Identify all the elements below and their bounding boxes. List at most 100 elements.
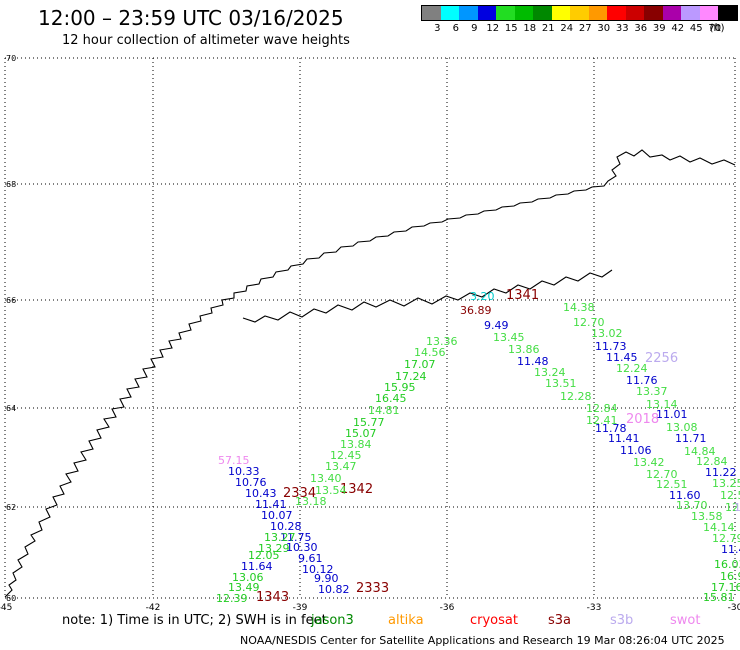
color-scale-label: 24: [560, 23, 574, 34]
color-scale-swatch: [718, 6, 737, 20]
lat-lon-grid: [4, 57, 736, 599]
wave-height-value: 12.5: [720, 489, 740, 502]
wave-height-value: 1343: [256, 590, 289, 605]
wave-height-value: 11.78: [595, 422, 627, 435]
satellite-legend-s3a: s3a: [548, 613, 572, 628]
wave-height-value: 11.41: [255, 498, 287, 511]
wave-height-value: 2334: [283, 486, 316, 501]
lat-tick-label: 64: [6, 404, 16, 413]
wave-height-value: 11.45: [606, 351, 638, 364]
wave-height-value: 17.24: [395, 370, 427, 383]
color-scale-label: 18: [523, 23, 537, 34]
wave-height-value: 10.28: [270, 520, 302, 533]
wave-height-value: 12.70: [646, 468, 678, 481]
color-scale-legend: 3 6 9 12 15 18 21 24 27 30 33 36 39 42 45 70 (ft): [421, 5, 738, 35]
wave-height-value: 12.05: [248, 549, 280, 562]
color-scale-swatch: [533, 6, 552, 20]
footer-credit: NOAA/NESDIS Center for Satellite Applica…: [240, 634, 725, 647]
wave-height-value: 13.86: [508, 343, 540, 356]
satellite-legend-altika: altika: [388, 613, 424, 628]
wave-height-value: 15.77: [353, 416, 385, 429]
wave-height-value: 12.84: [696, 455, 728, 468]
wave-height-value: 12.70: [573, 316, 605, 329]
wave-height-value: 14.38: [563, 301, 595, 314]
lat-tick-label: 70: [6, 54, 16, 63]
color-scale-swatch: [477, 6, 496, 20]
color-scale-label: 45: [689, 23, 703, 34]
wave-height-value: 11.60: [669, 489, 701, 502]
wave-height-value: 13.27: [264, 531, 296, 544]
wave-height-value: 11.06: [620, 444, 652, 457]
color-scale-swatch: [662, 6, 681, 20]
wave-height-value: 16.45: [375, 392, 407, 405]
color-scale-swatch: [422, 6, 441, 20]
wave-height-value: 1: [734, 501, 740, 514]
wave-height-value: 2333: [356, 581, 389, 596]
axis-tick-labels: 70 68 66 64 62 60-45 -42 -39 -36 -33 -30: [0, 54, 740, 613]
color-scale-swatch: [514, 6, 533, 20]
wave-height-value: 57.15: [218, 454, 250, 467]
color-scale-boxes: [421, 5, 738, 21]
greenland-fjord-coast: [242, 269, 613, 323]
color-scale-swatch: [551, 6, 570, 20]
wave-height-value: 11.48: [517, 355, 549, 368]
wave-height-value: 9.49: [484, 319, 509, 332]
wave-height-value: 10.12: [302, 563, 334, 576]
wave-height-value: 11.01: [656, 408, 688, 421]
observation-labels: 57.1510.3310.7610.4311.4110.0710.2811.75…: [216, 288, 740, 605]
wave-height-value: 16.03: [714, 558, 740, 571]
wave-height-value: 13.49: [228, 581, 260, 594]
wave-height-value: 11.64: [241, 560, 273, 573]
wave-height-value: 12: [725, 501, 739, 514]
wave-height-value: 14.56: [414, 346, 446, 359]
color-scale-labels: 3 6 9 12 15 18 21 24 27 30 33 36 39 42 45 70 (ft): [421, 21, 738, 35]
wave-height-value: 12.39: [216, 592, 248, 605]
satellite-legend-cryosat: cryosat: [470, 613, 518, 628]
lon-tick-label: -33: [587, 603, 602, 613]
wave-height-value: 11.71: [675, 432, 707, 445]
wave-height-value: 13.54: [315, 484, 347, 497]
color-scale-swatch: [496, 6, 515, 20]
color-scale-swatch: [625, 6, 644, 20]
wave-height-value: 12.84: [586, 402, 618, 415]
color-scale-swatch: [681, 6, 700, 20]
color-scale-swatch: [459, 6, 478, 20]
wave-height-value: 13.06: [232, 571, 264, 584]
wave-height-value: 11.76: [626, 374, 658, 387]
wave-height-value: 13.84: [340, 438, 372, 451]
lon-tick-label: -30: [728, 603, 740, 613]
wave-height-value: 1341: [506, 288, 539, 303]
wave-height-value: 10.30: [286, 541, 318, 554]
wave-height-value: 9.90: [314, 572, 339, 585]
wave-height-value: 12.45: [330, 449, 362, 462]
wave-height-value: 10.43: [245, 487, 277, 500]
wave-height-value: 10.82: [318, 583, 350, 596]
wave-height-value: 11.41: [608, 432, 640, 445]
greenland-coastline: [4, 149, 736, 598]
wave-height-value: 15.95: [384, 381, 416, 394]
satellite-legend-s3b: s3b: [610, 613, 634, 628]
map-title: 12:00 – 23:59 UTC 03/16/2025: [38, 6, 344, 30]
wave-height-value: 13.18: [295, 495, 327, 508]
wave-height-value: 3.20: [470, 290, 495, 303]
wave-height-value: 13.45: [493, 331, 525, 344]
lon-tick-label: -45: [0, 603, 12, 613]
color-scale-label: 12: [486, 23, 500, 34]
lat-tick-label: 68: [6, 180, 16, 189]
color-scale-swatch: [607, 6, 626, 20]
satellite-legend-jason3: jason3: [311, 613, 354, 628]
color-scale-label: 15: [504, 23, 518, 34]
color-scale-label: 33: [615, 23, 629, 34]
wave-height-value: 10.33: [228, 465, 260, 478]
color-scale-label: 21: [541, 23, 555, 34]
wave-height-value: 12.51: [656, 478, 688, 491]
wave-height-value: 13.02: [591, 327, 623, 340]
wave-height-value: 11.73: [595, 340, 627, 353]
wave-height-value: 11.22: [705, 466, 737, 479]
wave-height-value: 1342: [340, 482, 373, 497]
lon-tick-label: -36: [440, 603, 455, 613]
lat-tick-label: 66: [6, 296, 16, 305]
wave-height-value: 11.75: [280, 531, 312, 544]
wave-height-value: 10.07: [261, 509, 293, 522]
